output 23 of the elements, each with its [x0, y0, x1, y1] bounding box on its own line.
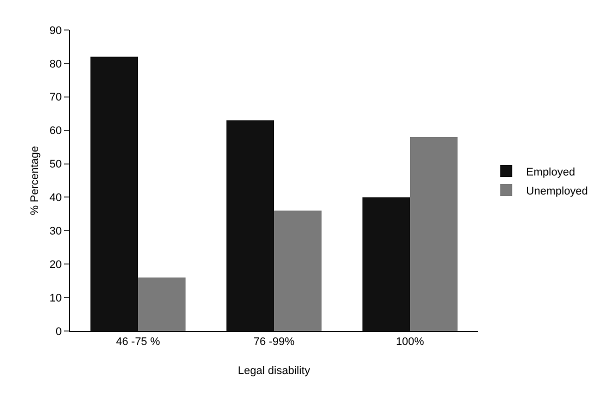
- bar: [138, 277, 186, 331]
- y-tick-label: 90: [50, 24, 62, 37]
- bar: [226, 120, 274, 331]
- x-tick-label: 46 -75 %: [116, 336, 160, 348]
- y-tick-label: 80: [50, 58, 62, 70]
- y-tick-label: 0: [56, 326, 62, 338]
- legend-label: Unemployed: [526, 185, 588, 198]
- legend-label: Employed: [526, 166, 576, 178]
- y-tick-label: 10: [50, 292, 62, 304]
- bar: [362, 197, 410, 331]
- x-tick-label: 76 -99%: [254, 336, 295, 348]
- x-tick-label: 100%: [396, 336, 424, 348]
- bar: [410, 137, 458, 331]
- y-tick-label: 60: [50, 125, 62, 138]
- y-tick-label: 40: [50, 192, 62, 204]
- y-axis-title: % Percentage: [29, 146, 41, 216]
- x-axis-title: Legal disability: [238, 365, 311, 377]
- bar: [90, 56, 138, 331]
- y-tick-label: 50: [50, 158, 62, 171]
- bar: [274, 210, 322, 331]
- y-tick-label: 20: [50, 258, 62, 271]
- y-tick-label: 70: [50, 92, 62, 104]
- y-tick-label: 30: [50, 226, 62, 238]
